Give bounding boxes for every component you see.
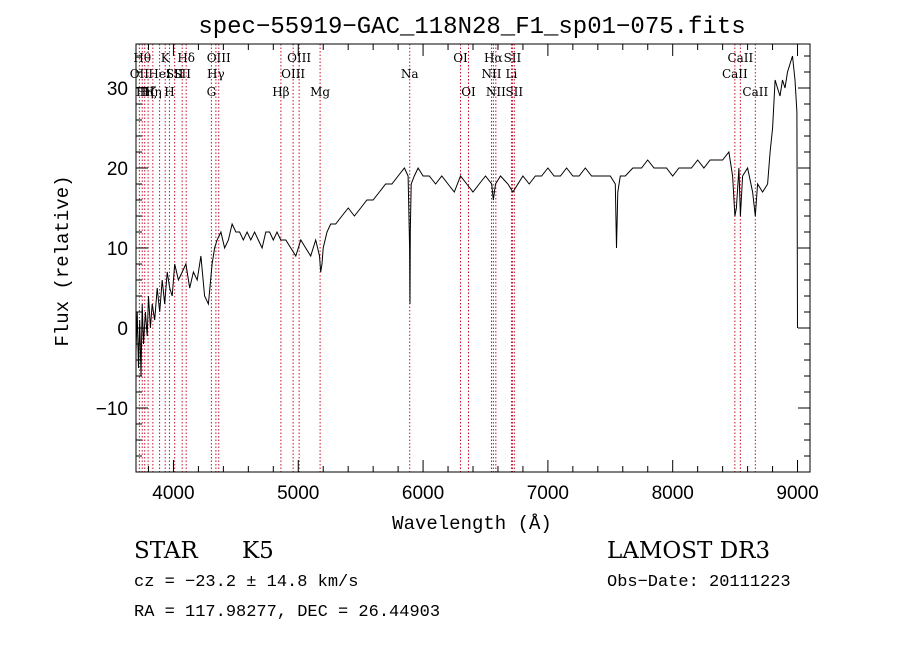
spectral-line-label-21: NII — [481, 67, 501, 81]
x-tick-label-1: 5000 — [277, 483, 319, 504]
spectral-line-label-26: SII — [505, 85, 523, 99]
y-tick-label-4: 30 — [107, 79, 128, 100]
spectral-line-label-12: Hγ — [207, 67, 225, 81]
spectral-line-label-18: Na — [401, 67, 419, 81]
spectral-line-label-27: CaII — [722, 67, 748, 81]
x-axis: 4000 5000 6000 7000 8000 9000 — [147, 44, 819, 504]
spectral-line-label-20: OI — [461, 85, 476, 99]
spectral-line-label-17: Mg — [310, 85, 330, 99]
spectral-line-label-7: H — [164, 85, 174, 99]
spectral-line-label-8: SII — [166, 67, 184, 81]
spectral-line-label-14: Hβ — [272, 85, 289, 99]
y-tick-label-1: 0 — [117, 319, 128, 340]
spectral-line-label-11: G — [207, 85, 217, 99]
x-tick-label-4: 8000 — [652, 483, 694, 504]
x-tick-label-0: 4000 — [152, 483, 194, 504]
y-tick-label-0: −10 — [96, 399, 128, 420]
y-axis-label: Flux (relative) — [52, 175, 74, 346]
spectral-line-label-4: Hη — [144, 85, 162, 99]
chart-title: spec−55919−GAC_118N28_F1_sp01−075.fits — [198, 14, 745, 41]
spectral-line-label-29: CaII — [742, 85, 768, 99]
spectral-line-label-13: OIII — [207, 51, 231, 65]
object-class: STAR — [134, 538, 198, 564]
spectral-line-label-10: Hδ — [177, 51, 195, 65]
plot-frame — [135, 43, 811, 473]
spectral-line-label-1: Hθ — [133, 51, 151, 65]
x-axis-label: Wavelength (Å) — [392, 513, 552, 535]
coordinates: RA = 117.98277, DEC = 26.44903 — [134, 603, 441, 622]
survey-name: LAMOST DR3 — [607, 538, 771, 564]
object-subclass: K5 — [242, 538, 274, 564]
spectral-line-label-28: CaII — [727, 51, 753, 65]
y-axis: −10 0 10 20 30 — [96, 55, 810, 457]
spectral-line-label-15: OIII — [281, 67, 305, 81]
spectrum-series-line — [135, 55, 798, 377]
spectral-line-label-0: OII — [130, 67, 150, 81]
observation-date: Obs−Date: 20111223 — [607, 573, 791, 592]
spectral-line-label-9: SII — [173, 67, 191, 81]
x-tick-label-3: 7000 — [527, 483, 569, 504]
spectral-line-labels: OIIHθHηHζHηHeIKHSIISIIHδGHγOIIIHβOIIIOII… — [130, 51, 769, 99]
x-tick-label-2: 6000 — [402, 483, 444, 504]
spectral-line-label-25: SII — [504, 51, 522, 65]
spectral-line-markers — [138, 44, 756, 472]
spectral-line-label-5: HeI — [148, 67, 171, 81]
spectral-line-label-23: NII — [486, 85, 506, 99]
spectral-line-label-6: K — [161, 51, 171, 65]
y-tick-label-2: 10 — [107, 239, 128, 260]
y-tick-label-3: 20 — [107, 159, 128, 180]
spectral-line-label-24: Li — [506, 67, 518, 81]
spectral-line-label-16: OIII — [287, 51, 311, 65]
redshift-value: cz = −23.2 ± 14.8 km/s — [134, 573, 359, 592]
spectral-line-label-22: Hα — [484, 51, 503, 65]
spectral-line-label-19: OI — [453, 51, 468, 65]
x-tick-label-5: 9000 — [776, 483, 818, 504]
